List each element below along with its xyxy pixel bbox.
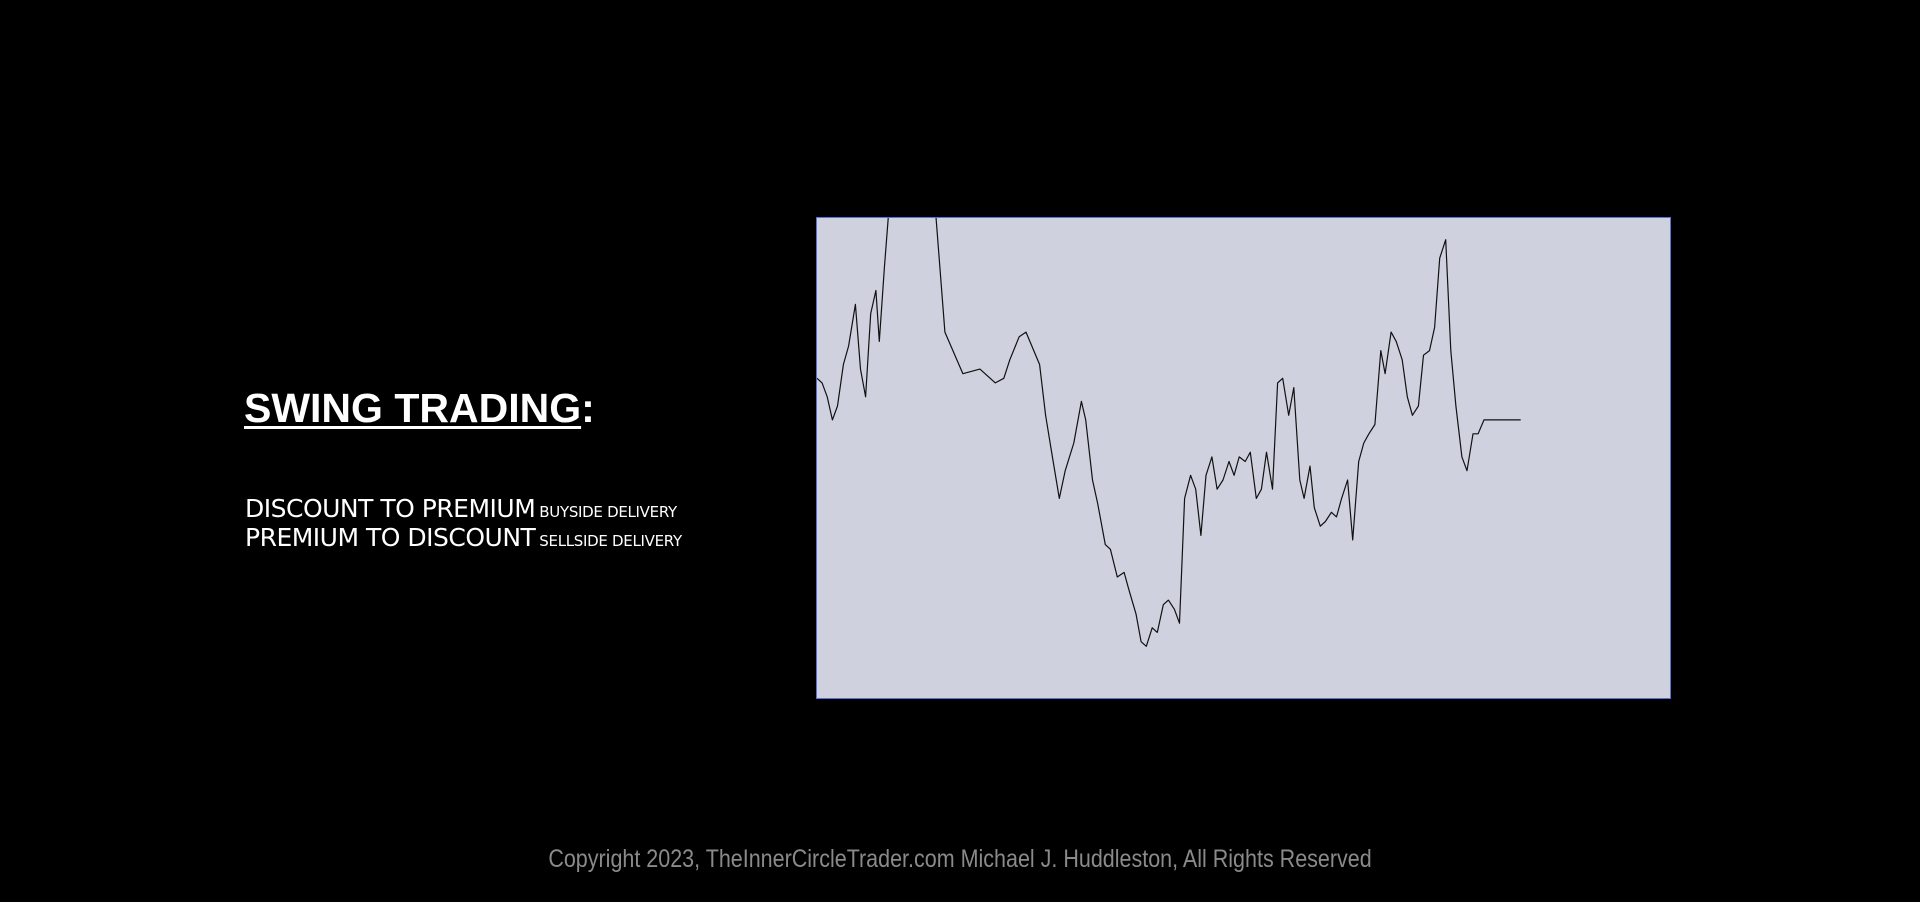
slide-title: SWING TRADING: (244, 388, 595, 429)
slide-title-suffix: : (581, 385, 595, 431)
subtitle-main: DISCOUNT TO PREMIUM (245, 494, 536, 523)
slide-title-text: SWING TRADING (244, 385, 582, 431)
subtitle-line-discount-to-premium: DISCOUNT TO PREMIUM BUYSIDE DELIVERY (245, 494, 682, 523)
subtitle-tag: BUYSIDE DELIVERY (539, 503, 677, 521)
price-chart (816, 217, 1671, 699)
subtitle-block: DISCOUNT TO PREMIUM BUYSIDE DELIVERY PREM… (245, 494, 682, 552)
subtitle-tag: SELLSIDE DELIVERY (539, 532, 682, 550)
subtitle-line-premium-to-discount: PREMIUM TO DISCOUNT SELLSIDE DELIVERY (245, 523, 682, 552)
price-chart-svg (817, 218, 1521, 647)
subtitle-main: PREMIUM TO DISCOUNT (245, 523, 536, 552)
copyright-footer: Copyright 2023, TheInnerCircleTrader.com… (548, 845, 1372, 873)
price-series-line (817, 218, 1521, 647)
